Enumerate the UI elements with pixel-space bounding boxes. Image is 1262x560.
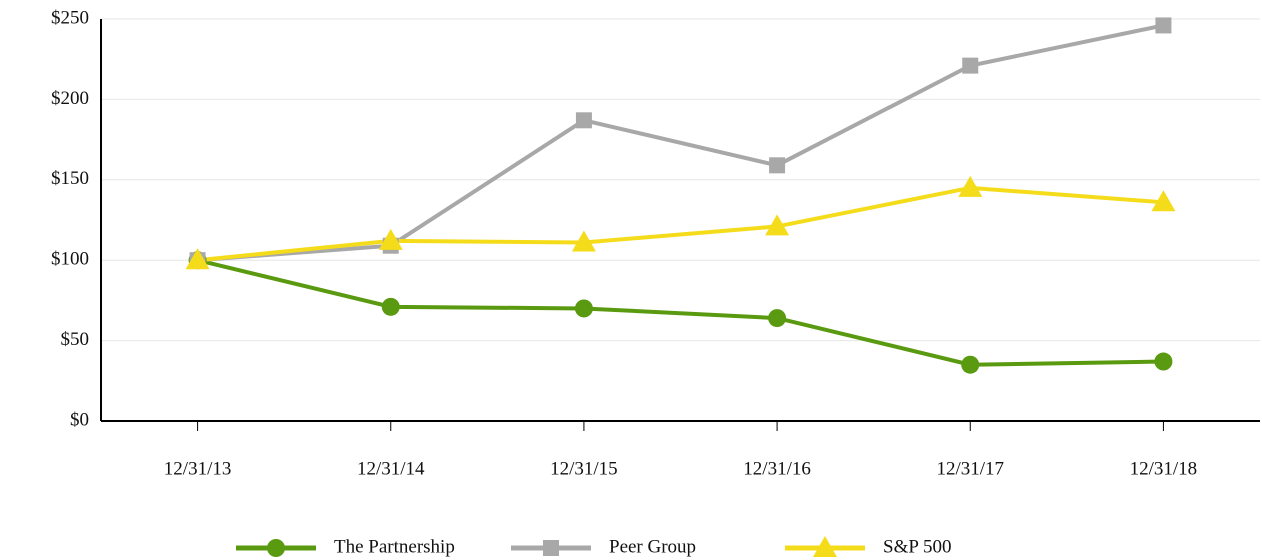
- data-point: [381, 297, 400, 316]
- x-tick-label: 12/31/18: [1130, 458, 1198, 479]
- data-point: [574, 299, 593, 318]
- data-point: [765, 214, 790, 236]
- data-point: [769, 157, 786, 174]
- x-tick-label: 12/31/16: [743, 458, 811, 479]
- data-point: [571, 230, 596, 252]
- data-point: [962, 57, 979, 74]
- series-line: [197, 258, 1164, 367]
- legend-marker: [267, 539, 285, 557]
- data-point: [1155, 17, 1172, 34]
- y-tick-label: $50: [61, 329, 90, 350]
- data-point: [378, 228, 403, 250]
- y-tick-label: $200: [51, 88, 89, 109]
- legend-label: Peer Group: [609, 536, 696, 557]
- y-tick-label: $150: [51, 168, 89, 189]
- y-tick-label: $250: [51, 7, 89, 28]
- data-point: [185, 248, 210, 270]
- x-tick-label: 12/31/13: [164, 458, 232, 479]
- x-tick-label: 12/31/14: [357, 458, 425, 479]
- legend-marker: [543, 540, 559, 556]
- data-point: [575, 112, 592, 129]
- series-line: [197, 185, 1164, 263]
- legend-marker: [813, 536, 837, 557]
- data-point: [768, 309, 787, 328]
- data-point: [1151, 190, 1176, 212]
- x-tick-label: 12/31/17: [936, 458, 1004, 479]
- data-point: [961, 355, 980, 374]
- data-point: [958, 175, 983, 197]
- legend-label: S&P 500: [883, 536, 951, 557]
- y-tick-label: $0: [70, 409, 89, 430]
- series-line: [197, 23, 1164, 263]
- legend-label: The Partnership: [334, 536, 455, 557]
- data-point: [1154, 352, 1173, 371]
- y-tick-label: $100: [51, 249, 89, 270]
- x-tick-label: 12/31/15: [550, 458, 618, 479]
